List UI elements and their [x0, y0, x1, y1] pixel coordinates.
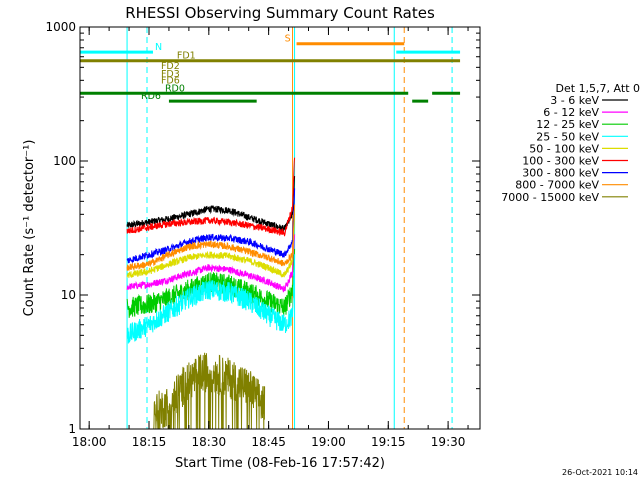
x-tick-label: 18:45 — [251, 435, 286, 449]
legend-label-12-25-kev: 12 - 25 keV — [536, 118, 599, 131]
legend-header: Det 1,5,7, Att 0 — [556, 82, 640, 95]
flag-fd6-label: FD6 — [161, 76, 180, 87]
legend-label-6-12-kev: 6 - 12 keV — [543, 106, 599, 119]
y-axis-label: Count Rate (s⁻¹ detector⁻¹) — [22, 140, 37, 317]
series-50-100-kev — [126, 213, 296, 279]
legend-label-100-300-kev: 100 - 300 keV — [522, 155, 599, 168]
x-tick-label: 18:30 — [192, 435, 227, 449]
series-lines — [126, 157, 296, 430]
series-100-300-kev — [126, 157, 296, 237]
flag-fd3-label: FD3 — [161, 69, 180, 80]
x-tick-label: 19:00 — [311, 435, 346, 449]
y-tick-label: 10 — [61, 288, 76, 302]
series-6-12-kev — [126, 234, 296, 293]
y-tick-label: 100 — [53, 154, 76, 168]
legend-label-25-50-kev: 25 - 50 keV — [536, 130, 599, 143]
x-tick-label: 18:15 — [132, 435, 167, 449]
series-300-800-kev — [126, 188, 296, 264]
flag-rd0-label: RD0 — [165, 83, 185, 94]
generation-timestamp: 26-Oct-2021 10:14 — [562, 468, 638, 477]
x-axis-label: Start Time (08-Feb-16 17:57:42) — [175, 456, 385, 471]
series-7000-15000-kev — [153, 352, 266, 430]
plot-frame — [79, 26, 481, 430]
x-tick-label: 19:30 — [431, 435, 466, 449]
flag-fd2-label: FD2 — [161, 61, 180, 72]
flag-rd6-label: RD6 — [141, 91, 161, 102]
x-tick-label: 18:00 — [72, 435, 107, 449]
x-axis-ticks: 18:00 18:15 18:30 18:45 19:00 19:15 19:30 — [72, 27, 469, 449]
x-tick-label: 19:15 — [371, 435, 406, 449]
legend-label-7000-15000-kev: 7000 - 15000 keV — [501, 191, 599, 204]
flag-n-label: N — [155, 42, 162, 53]
series-800-7000-kev — [126, 204, 296, 271]
series-12-25-kev — [126, 248, 296, 318]
legend-label-3-6-kev: 3 - 6 keV — [550, 94, 599, 107]
series-3-6-kev — [126, 175, 296, 232]
y-tick-label: 1000 — [45, 20, 76, 34]
flag-fd1-label: FD1 — [177, 51, 196, 62]
y-tick-label: 1 — [68, 422, 76, 436]
flag-s-label: S — [285, 34, 291, 45]
y-axis-ticks: 1 10 100 1000 — [45, 20, 480, 436]
legend-label-50-100-kev: 50 - 100 keV — [529, 142, 599, 155]
legend-label-300-800-kev: 300 - 800 keV — [522, 167, 599, 180]
series-25-50-kev — [126, 254, 296, 344]
legend-label-800-7000-kev: 800 - 7000 keV — [515, 179, 599, 192]
chart-title: RHESSI Observing Summary Count Rates — [125, 4, 435, 22]
